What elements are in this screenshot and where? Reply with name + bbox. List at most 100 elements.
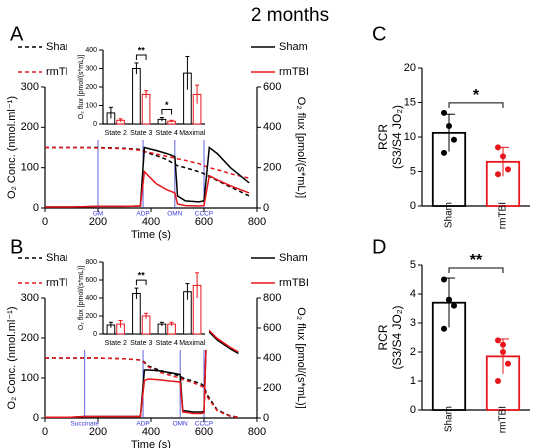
y-tick-label: 0 (263, 412, 269, 424)
legend-label: rmTBI (279, 66, 309, 78)
marker-label: ADP (136, 211, 149, 218)
panel-label: A (10, 23, 24, 45)
y-tick-label: 0 (410, 200, 416, 212)
y2-axis-label: O₂ flux [pmol/(s*mL)] (295, 97, 307, 198)
data-point (441, 149, 447, 156)
data-point (505, 360, 511, 367)
series-line (45, 146, 250, 208)
data-point (500, 153, 506, 160)
data-point (451, 136, 457, 143)
significance-bracket (161, 109, 173, 115)
y-tick-label: 5 (410, 165, 416, 177)
x-tick-label: 200 (89, 216, 107, 228)
x-tick-label: Sham (444, 406, 455, 432)
y-tick-label: 5 (410, 259, 416, 271)
x-tick-label: 400 (142, 426, 160, 438)
marker-label: ADP (136, 421, 149, 428)
marker-label: CCCP (195, 211, 213, 218)
y-tick-label: 0 (33, 412, 39, 424)
y-tick-label: 0 (93, 331, 97, 338)
x-tick-label: 0 (42, 216, 48, 228)
significance-label: ** (138, 45, 146, 55)
y-tick-label: 600 (263, 81, 281, 93)
y-tick-label: 400 (263, 121, 281, 133)
y-tick-label: 400 (85, 47, 97, 54)
marker-label: OMN (167, 211, 182, 218)
significance-bracket (135, 279, 147, 286)
data-point (495, 171, 501, 178)
y-axis-label: O₂ Conc. (nmol.ml⁻¹) (6, 307, 18, 410)
significance-bracket (448, 102, 504, 108)
panel-label: D (372, 236, 386, 258)
y-tick-label: 100 (21, 372, 39, 384)
x-tick-label: rmTBI (498, 202, 509, 229)
marker-label: Succinate (70, 421, 99, 428)
significance-label: * (165, 100, 169, 110)
series-line (45, 357, 239, 418)
data-point (505, 166, 511, 173)
bar (132, 293, 141, 335)
bar (141, 93, 151, 125)
x-tick-label: 0 (42, 426, 48, 438)
y-tick-label: 300 (85, 65, 97, 72)
y-tick-label: 1 (410, 375, 416, 387)
y-tick-label: 400 (85, 295, 97, 302)
y-axis-label: (S3/S4 JO₂) (390, 105, 404, 169)
marker-label: OMN (173, 421, 188, 428)
data-point (441, 109, 447, 116)
y-tick-label: 300 (21, 81, 39, 93)
x-tick-label: Maximal (179, 130, 206, 137)
y-tick-label: 15 (404, 96, 416, 108)
y-tick-label: 400 (263, 352, 281, 364)
y-tick-label: 100 (21, 162, 39, 174)
y-tick-label: 0 (263, 202, 269, 214)
data-point (495, 337, 501, 344)
bar (132, 68, 141, 125)
y-tick-label: 100 (85, 102, 97, 109)
significance-bracket (135, 54, 147, 60)
significance-label: ** (138, 270, 146, 280)
marker-label: GM (93, 211, 103, 218)
data-point (495, 144, 501, 151)
data-point (500, 349, 506, 355)
x-axis-label: Time (s) (131, 439, 171, 448)
x-tick-label: State 2 (105, 340, 127, 347)
x-axis-label: Time (s) (131, 229, 171, 241)
significance-label: * (473, 87, 480, 104)
y-tick-label: 200 (263, 382, 281, 394)
y2-axis-label: O₂ flux [pmol/(s*mL)] (295, 307, 307, 408)
x-tick-label: State 3 (130, 130, 152, 137)
y-tick-label: 3 (410, 317, 416, 329)
x-tick-label: State 4 (156, 130, 178, 137)
y-tick-label: 200 (85, 313, 97, 320)
x-tick-label: 600 (195, 426, 213, 438)
significance-bracket (448, 267, 504, 274)
y-tick-label: 200 (21, 332, 39, 344)
data-point (441, 325, 447, 332)
y-tick-label: 0 (93, 121, 97, 128)
x-tick-label: rmTBI (498, 406, 509, 433)
y-axis-label: O₂ flux [pmol/(s*mL)] (78, 55, 85, 120)
marker-label: CCCP (195, 421, 213, 428)
x-tick-label: Maximal (179, 340, 206, 347)
data-point (495, 378, 501, 384)
legend-label: Sham (279, 41, 308, 53)
y-tick-label: 20 (404, 62, 416, 74)
x-tick-label: 400 (142, 216, 160, 228)
y-tick-label: 0 (410, 404, 416, 416)
data-point (446, 296, 452, 303)
y-tick-label: 200 (85, 84, 97, 91)
data-point (451, 302, 457, 309)
x-tick-label: 800 (248, 426, 266, 438)
y-tick-label: 300 (21, 292, 39, 304)
series-line (45, 146, 250, 179)
x-tick-label: 200 (89, 426, 107, 438)
y-tick-label: 600 (263, 322, 281, 334)
x-tick-label: State 3 (130, 340, 152, 347)
y-tick-label: 800 (85, 259, 97, 266)
series-line (45, 170, 250, 208)
significance-label: ** (470, 252, 483, 269)
y-tick-label: 600 (85, 277, 97, 284)
